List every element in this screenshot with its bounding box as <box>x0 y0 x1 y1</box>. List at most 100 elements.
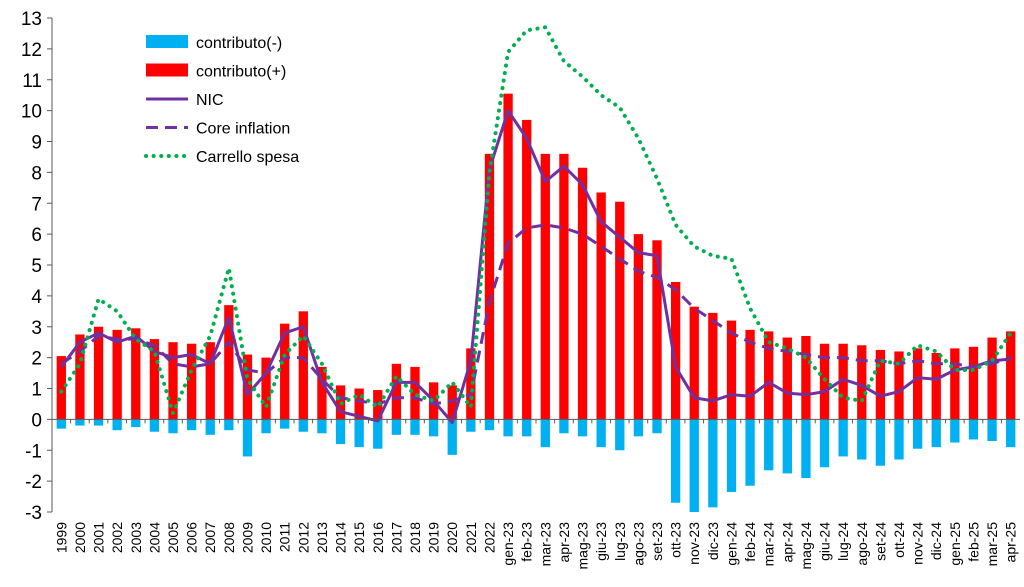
x-tick-label: mar-23 <box>537 522 553 567</box>
bar-positive-51 <box>1006 331 1016 420</box>
bar-positive-22 <box>466 348 476 420</box>
x-tick-label: 2016 <box>370 522 386 553</box>
bar-positive-42 <box>838 343 848 420</box>
x-tick-label: 2021 <box>463 522 479 553</box>
bar-positive-45 <box>894 351 904 420</box>
bar-positive-46 <box>912 348 923 420</box>
x-tick-label: giu-23 <box>593 522 609 561</box>
bar-negative-10 <box>242 419 253 457</box>
bar-negative-18 <box>391 419 402 435</box>
y-tick-label: -2 <box>25 472 42 493</box>
legend: contributo(-) contributo(+) NIC Core inflat… <box>144 35 299 166</box>
bar-negative-13 <box>298 419 308 432</box>
bar-positive-16 <box>354 388 364 420</box>
bar-negative-17 <box>373 419 383 449</box>
y-tick-label: -1 <box>25 441 42 462</box>
series-line-carrello-spesa <box>59 25 1013 416</box>
bar-negative-21 <box>447 419 457 455</box>
x-tick-label: 2001 <box>91 522 107 553</box>
bar-negative-19 <box>410 419 420 435</box>
bar-negative-28 <box>577 419 588 437</box>
bar-negative-41 <box>819 419 830 468</box>
bar-positive-37 <box>745 329 755 420</box>
x-tick-label: giu-24 <box>817 522 833 561</box>
x-tick-label: 2012 <box>295 522 311 553</box>
bar-negative-9 <box>224 419 234 431</box>
bar-negative-23 <box>484 419 495 431</box>
bar-negative-50 <box>987 419 997 441</box>
x-tick-label: apr-23 <box>556 522 572 563</box>
bar-positive-34 <box>689 306 699 420</box>
y-tick-label: 0 <box>31 410 42 431</box>
x-tick-label: 2010 <box>258 522 274 553</box>
x-tick-label: 2013 <box>314 522 330 553</box>
x-tick-label: 2011 <box>277 522 293 552</box>
bar-negative-42 <box>838 419 848 457</box>
bar-negative-43 <box>857 419 867 460</box>
x-tick-label: 2009 <box>239 522 255 553</box>
bar-negative-32 <box>652 419 662 434</box>
x-tick-label: 2018 <box>407 522 423 553</box>
x-tick-label: 2007 <box>202 522 218 553</box>
bar-positive-23 <box>484 153 495 420</box>
y-tick-label: 2 <box>31 349 42 370</box>
x-tick-label: apr-24 <box>779 522 795 563</box>
y-tick-label: 3 <box>31 318 42 339</box>
legend-label-0: contributo(-) <box>196 35 282 52</box>
bar-negative-44 <box>875 419 886 466</box>
bar-positive-31 <box>633 234 644 420</box>
bar-positive-5 <box>149 339 160 420</box>
x-tick-label: gen-23 <box>500 522 516 566</box>
legend-swatch-0 <box>146 35 188 48</box>
bar-negative-31 <box>633 419 644 437</box>
bar-positive-38 <box>764 331 774 420</box>
bar-positive-13 <box>298 311 308 420</box>
x-tick-label: feb-25 <box>965 522 981 562</box>
x-tick-label: mar-25 <box>984 522 1000 567</box>
bar-negative-46 <box>912 419 923 449</box>
x-tick-label: apr-25 <box>1003 522 1019 563</box>
bar-positive-11 <box>261 357 271 420</box>
x-tick-label: ago-23 <box>630 522 646 566</box>
x-tick-label: lug-24 <box>835 522 851 561</box>
y-tick-label: 12 <box>21 40 42 61</box>
bar-positive-25 <box>522 119 532 420</box>
bar-positive-32 <box>652 240 662 420</box>
bar-positive-47 <box>931 352 941 420</box>
x-tick-label: set-23 <box>649 522 665 561</box>
x-tick-label: dic-23 <box>705 522 721 560</box>
bar-positive-14 <box>317 366 327 420</box>
x-tick-label: ott-24 <box>891 522 907 558</box>
bar-positive-44 <box>875 349 886 420</box>
bar-positive-26 <box>540 153 550 420</box>
bar-positive-35 <box>708 312 718 420</box>
x-tick-label: 2014 <box>333 522 349 553</box>
bar-negative-11 <box>261 419 271 434</box>
bar-positive-50 <box>987 337 997 420</box>
bar-positive-2 <box>93 326 104 420</box>
bar-positive-6 <box>168 342 178 420</box>
bar-positive-4 <box>131 328 141 420</box>
x-tick-label: 2020 <box>444 522 460 553</box>
bar-negative-15 <box>335 419 346 445</box>
x-tick-label: 2022 <box>481 522 497 553</box>
bar-negative-0 <box>56 419 66 429</box>
x-tick-label: gen-25 <box>947 522 963 566</box>
legend-label-4: Carrello spesa <box>196 149 299 166</box>
bar-negative-4 <box>131 419 141 428</box>
bar-positive-24 <box>503 93 513 420</box>
bar-negative-2 <box>93 419 104 426</box>
legend-label-2: NIC <box>196 92 224 109</box>
series-line-nic <box>60 109 1011 424</box>
bars-layer <box>56 93 1016 513</box>
bar-negative-36 <box>726 419 737 492</box>
bar-negative-51 <box>1006 419 1016 448</box>
bar-negative-37 <box>745 419 755 486</box>
bar-negative-8 <box>205 419 215 435</box>
bar-positive-0 <box>56 356 66 420</box>
bar-positive-8 <box>205 342 215 420</box>
bar-negative-7 <box>186 419 197 431</box>
legend-label-3: Core inflation <box>196 121 290 138</box>
x-tick-label: 2000 <box>72 522 88 553</box>
x-tick-label: 2006 <box>184 522 200 553</box>
